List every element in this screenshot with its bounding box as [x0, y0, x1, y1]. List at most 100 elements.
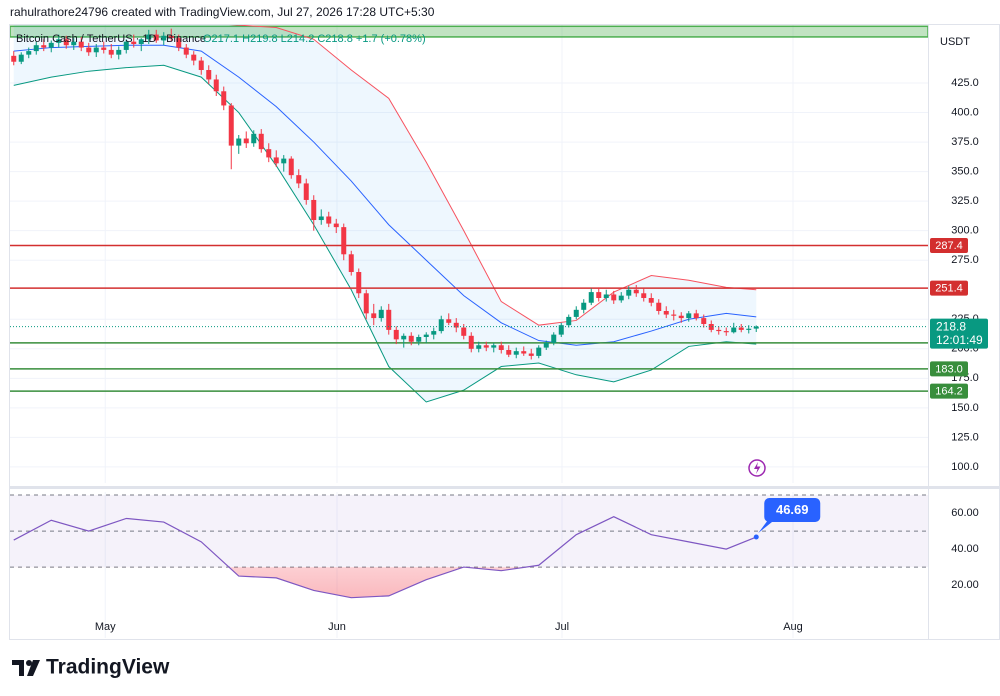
candle-body: [153, 34, 159, 41]
candle-body: [206, 70, 212, 80]
rsi-line: [13, 515, 757, 599]
candle-body: [648, 298, 654, 303]
candle-body: [356, 272, 362, 294]
candle-body: [183, 47, 189, 55]
candle-body: [138, 39, 144, 45]
x-tick-label: Jun: [328, 621, 346, 633]
y-tick-label: 150.0: [951, 402, 979, 414]
candle-body: [573, 309, 579, 317]
candle-body: [588, 292, 594, 303]
candle-body: [438, 319, 444, 332]
candle-body: [603, 294, 609, 299]
y-tick-label: 300.0: [951, 225, 979, 237]
level-label: 183.0: [935, 363, 963, 375]
candle-body: [176, 38, 182, 48]
candle-body: [558, 325, 564, 335]
candle-body: [468, 335, 474, 349]
zone: [10, 25, 928, 38]
candle-body: [543, 342, 549, 348]
candle-body: [333, 223, 339, 228]
candle-body: [453, 322, 459, 328]
candle-body: [513, 351, 519, 355]
candle-body: [596, 292, 602, 299]
candle-body: [251, 133, 257, 144]
band-line: [13, 64, 757, 403]
candle-body: [753, 326, 759, 329]
oversold-fill: [228, 567, 527, 598]
candle-body: [243, 138, 249, 144]
y-tick-label: 125.0: [951, 431, 979, 443]
candle-body: [686, 313, 692, 319]
candle-body: [663, 310, 669, 315]
candle-body: [678, 315, 684, 319]
candle-body: [723, 331, 729, 333]
candle-body: [311, 199, 317, 221]
level-label: 164.2: [935, 385, 963, 397]
level-label-box: [930, 280, 968, 296]
candle-body: [656, 302, 662, 311]
candle-body: [228, 105, 234, 146]
rsi-tick-label: 60.00: [951, 507, 979, 519]
candle-body: [416, 336, 422, 342]
candle-body: [701, 318, 707, 324]
alert-icon: [748, 459, 766, 477]
candle-body: [266, 149, 272, 158]
candle-body: [108, 49, 114, 55]
candle-body: [423, 334, 429, 337]
tradingview-logo: TradingView: [12, 656, 170, 679]
candle-body: [78, 41, 84, 48]
candle-body: [611, 294, 617, 301]
candle-body: [708, 323, 714, 330]
candle-body: [731, 327, 737, 333]
candle-body: [18, 54, 24, 62]
candle-body: [401, 335, 407, 340]
rsi-callout-label: 46.69: [776, 502, 809, 517]
candle-body: [63, 39, 69, 46]
candle-body: [56, 39, 62, 43]
currency: USDT: [940, 36, 970, 48]
candle-body: [738, 327, 744, 330]
candle-body: [221, 91, 227, 106]
candle-body: [296, 175, 302, 184]
candle-body: [48, 42, 54, 48]
candle-body: [26, 51, 32, 55]
candle-body: [273, 157, 279, 164]
x-tick-label: May: [95, 621, 116, 633]
candle-body: [236, 138, 242, 146]
candle-body: [288, 158, 294, 176]
candle-body: [326, 216, 332, 224]
candle-body: [498, 345, 504, 350]
candle-body: [116, 49, 122, 55]
ohlc-legend: O217.1 H219.8 L214.2 C218.8 +1.7 (+0.78%…: [203, 33, 426, 45]
symbol: Bitcoin Cash / TetherUS · 1D · Binance: [16, 33, 206, 45]
y-tick-label: 375.0: [951, 136, 979, 148]
level-label-box: [930, 238, 968, 254]
band-fill: [13, 25, 757, 402]
candle-body: [168, 35, 174, 39]
candle-body: [378, 309, 384, 319]
price-pane: [10, 25, 928, 483]
rsi-tick-label: 40.00: [951, 543, 979, 555]
y-tick-label: 400.0: [951, 106, 979, 118]
candle-body: [348, 254, 354, 273]
candle-body: [566, 316, 572, 326]
candle-body: [446, 319, 452, 323]
candle-body: [633, 289, 639, 294]
rsi-last-dot: [753, 534, 759, 540]
candle-body: [146, 34, 152, 40]
candle-body: [483, 345, 489, 348]
candle-body: [551, 334, 557, 343]
candle-body: [618, 295, 624, 301]
candle-body: [161, 35, 167, 41]
candle-body: [213, 79, 219, 92]
candle-body: [41, 45, 47, 48]
y-tick-label: 100.0: [951, 461, 979, 473]
candle-body: [123, 41, 129, 50]
candle-body: [191, 54, 197, 61]
candle-body: [716, 329, 722, 332]
candle-body: [528, 353, 534, 356]
candle-body: [11, 55, 17, 62]
candle-body: [303, 183, 309, 200]
band-line: [13, 44, 757, 346]
